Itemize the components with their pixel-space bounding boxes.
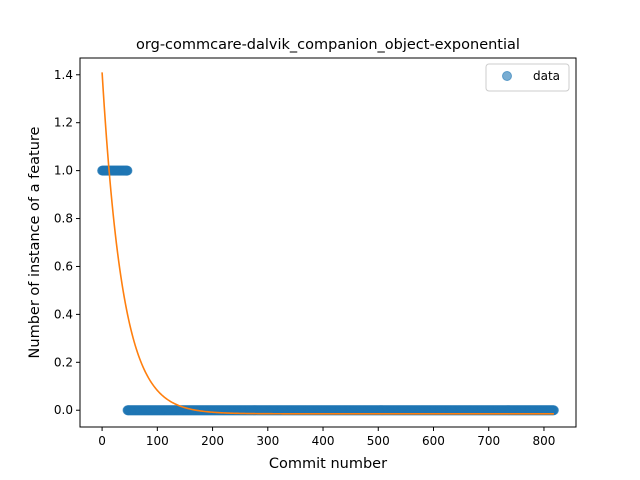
y-tick-label: 0.0 xyxy=(54,403,73,417)
x-tick-label: 600 xyxy=(422,434,445,448)
data-point xyxy=(122,165,133,176)
x-axis-label: Commit number xyxy=(269,456,387,472)
y-axis-label: Number of instance of a feature xyxy=(27,126,43,358)
plot-area xyxy=(80,58,576,427)
y-tick-label: 1.2 xyxy=(54,116,73,130)
data-layer xyxy=(97,165,559,416)
legend: data xyxy=(485,63,570,92)
y-axis-ticks: 0.0 0.2 0.4 0.6 0.8 1.0 1.2 1.4 xyxy=(54,68,80,417)
fit-line xyxy=(101,72,554,415)
data-point xyxy=(548,405,559,416)
y-tick-label: 0.4 xyxy=(54,307,73,321)
legend-box xyxy=(485,63,570,92)
x-tick-label: 700 xyxy=(477,434,500,448)
y-tick-label: 0.2 xyxy=(54,355,73,369)
chart-title: org-commcare-dalvik_companion_object-exp… xyxy=(136,37,520,53)
x-tick-label: 800 xyxy=(533,434,556,448)
x-tick-label: 400 xyxy=(312,434,335,448)
x-tick-label: 300 xyxy=(256,434,279,448)
legend-marker-data xyxy=(502,71,512,81)
x-axis-ticks: 0 100 200 300 400 500 600 700 800 xyxy=(98,427,555,448)
y-tick-label: 0.8 xyxy=(54,212,73,226)
x-tick-label: 100 xyxy=(146,434,169,448)
plot-frame xyxy=(79,57,577,428)
y-tick-label: 1.4 xyxy=(54,68,73,82)
y-tick-label: 1.0 xyxy=(54,164,73,178)
x-tick-label: 500 xyxy=(367,434,390,448)
x-tick-label: 200 xyxy=(201,434,224,448)
fit-layer xyxy=(101,72,554,415)
x-tick-label: 0 xyxy=(98,434,106,448)
legend-label-data: data xyxy=(533,69,560,83)
y-tick-label: 0.6 xyxy=(54,259,73,273)
